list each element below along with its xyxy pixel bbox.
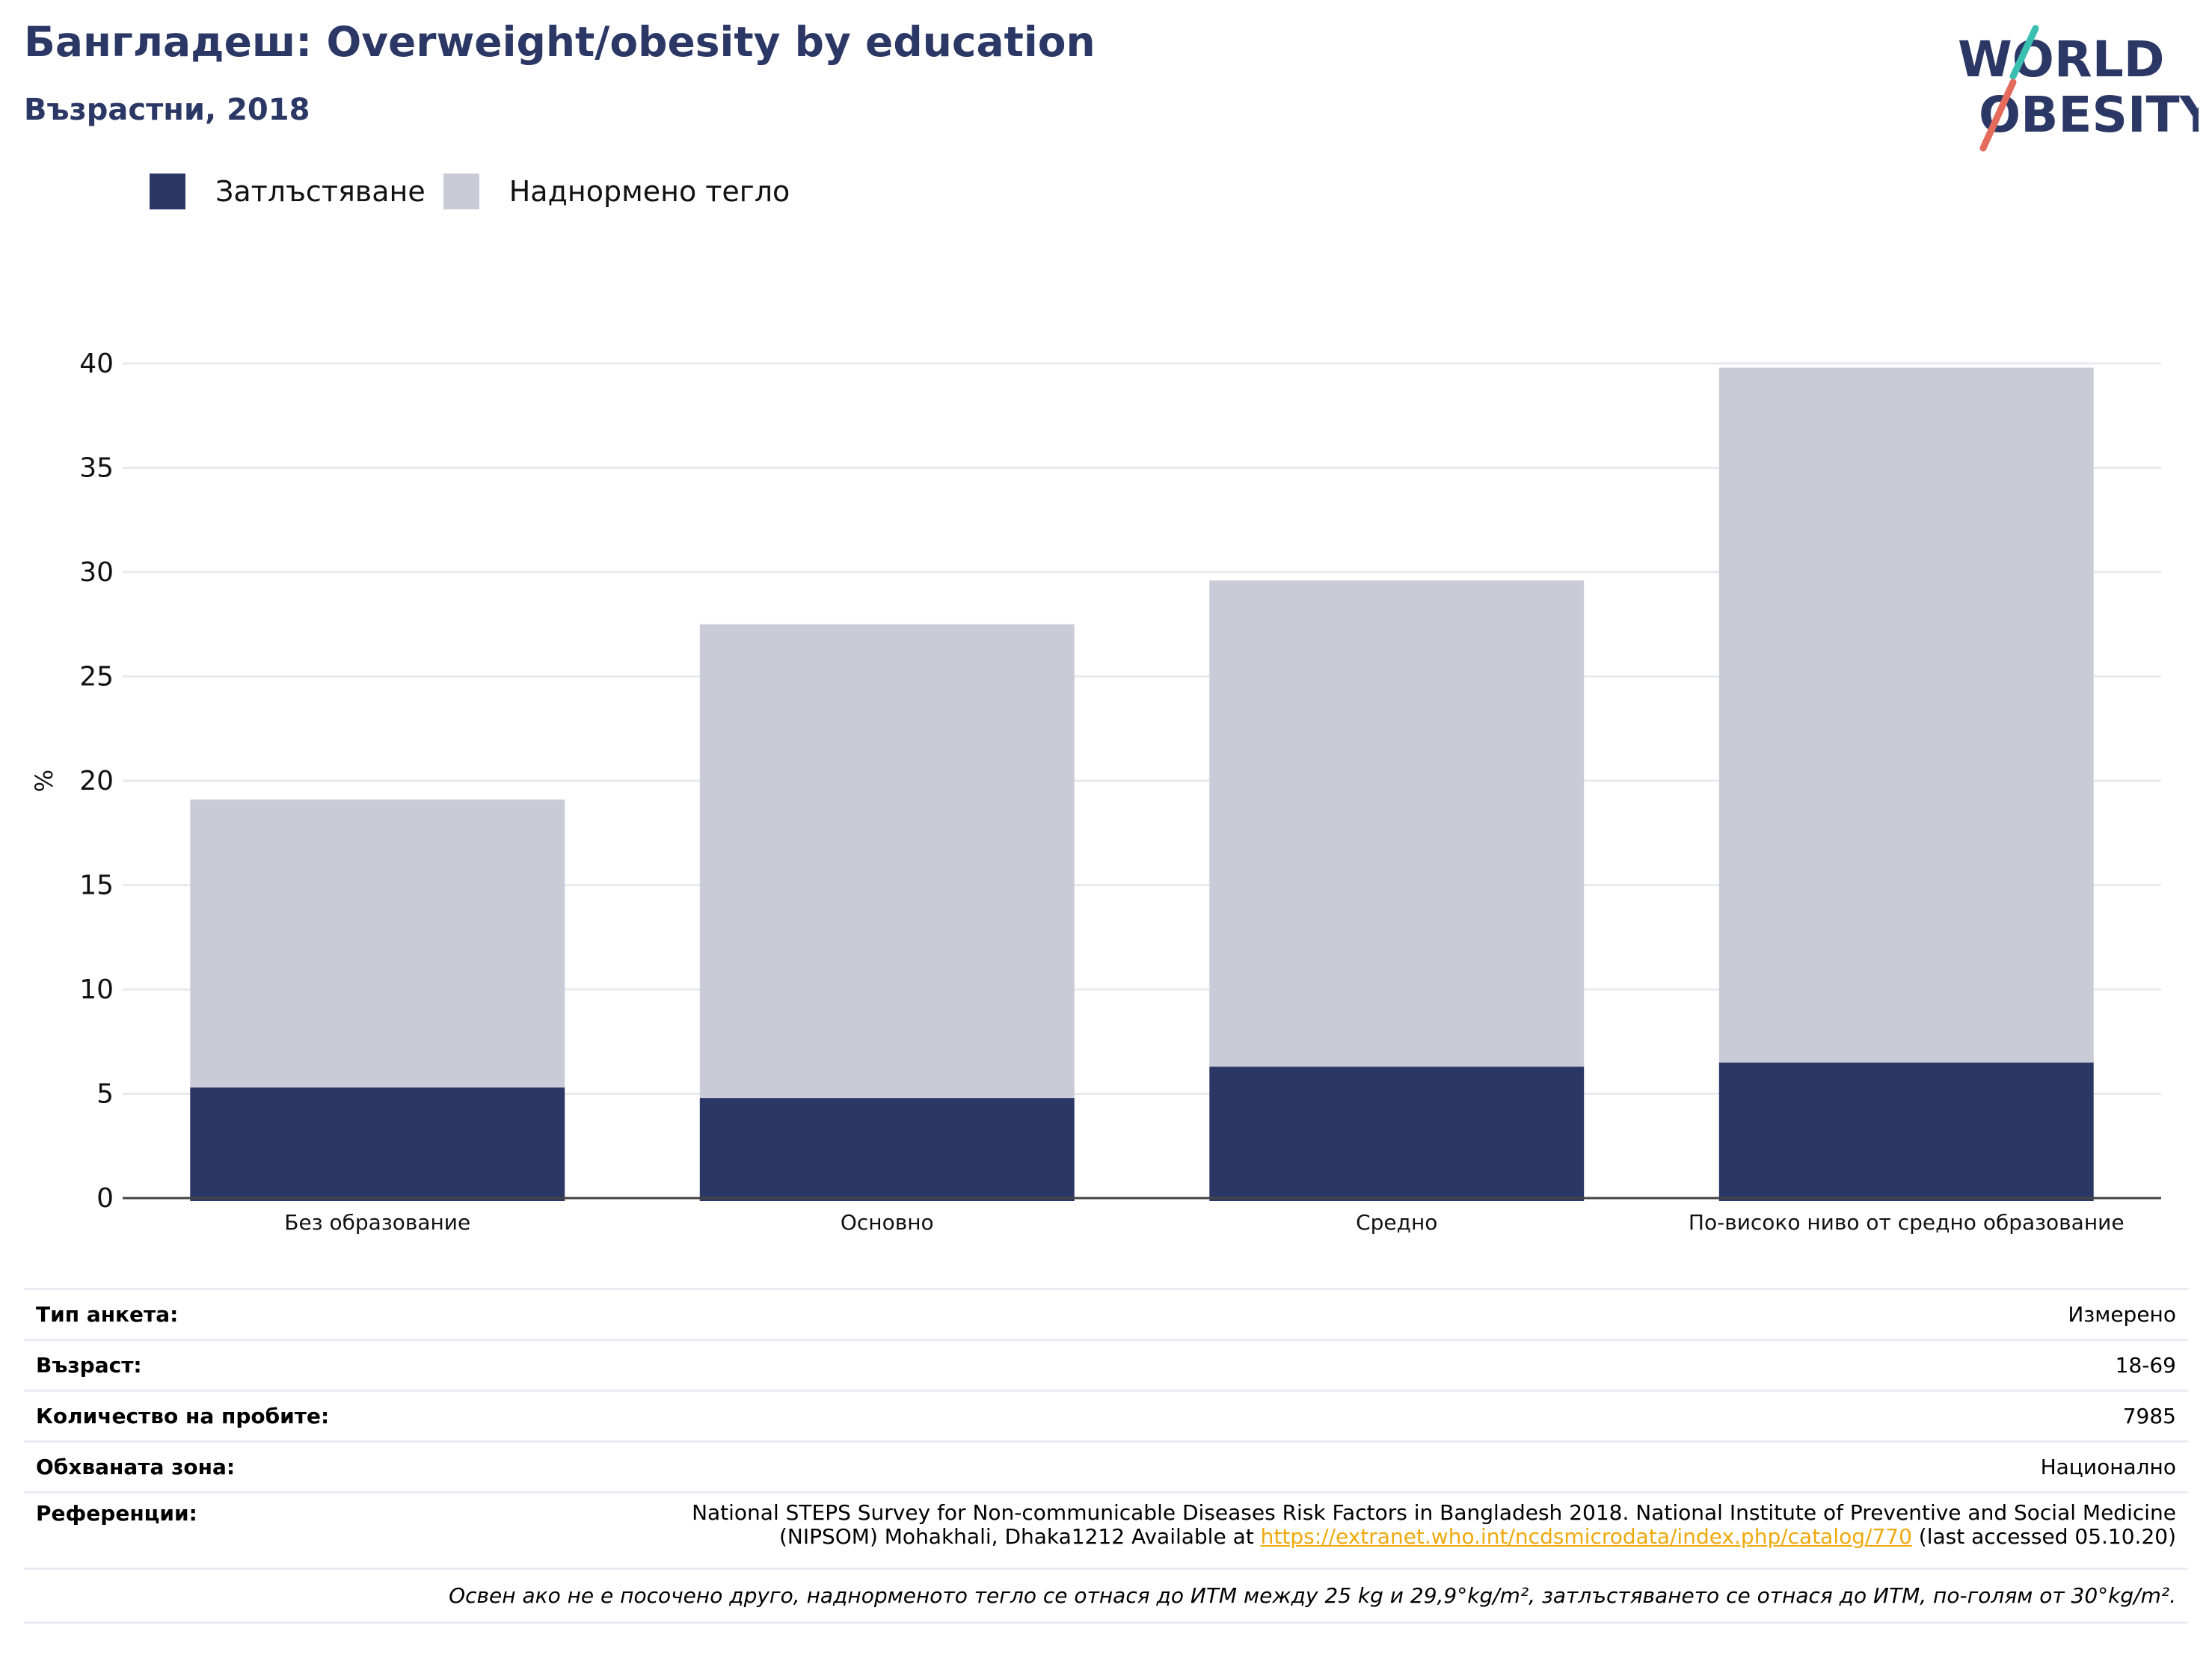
legend-swatch-obesity [150,174,185,209]
meta-value-sample-size: 7985 [2122,1404,2176,1428]
y-tick-label-0: 0 [96,1183,114,1214]
meta-value-references: National STEPS Survey for Non-communicab… [456,1501,2176,1549]
y-tick-label-40: 40 [79,349,114,379]
bar-overweight-0 [190,799,565,1088]
meta-row-sample-size: Количество на пробите: 7985 [24,1392,2188,1443]
reference-line-1: National STEPS Survey for Non-communicab… [692,1500,2176,1525]
definition-note-text: Освен ако не е посочено друго, наднормен… [449,1583,2176,1608]
bar-overweight-3 [1718,367,2094,1063]
meta-key-age: Възраст: [36,1353,142,1378]
meta-key-survey-type: Тип анкета: [36,1302,179,1327]
bar-obesity-3 [1718,1062,2094,1201]
survey-metadata-table: Тип анкета: Измерено Възраст: 18-69 Коли… [24,1288,2188,1624]
legend-item-overweight: Наднормено тегло [443,174,790,209]
bar-overweight-1 [699,624,1075,1099]
meta-key-sample-size: Количество на пробите: [36,1404,330,1428]
chart-legend: Затлъстяване Наднормено тегло [150,172,808,211]
chart-subtitle: Възрастни, 2018 [24,93,310,127]
meta-value-age: 18-69 [2115,1353,2176,1378]
x-category-label-2: Средно [1356,1210,1437,1235]
x-category-label-3: По-високо ниво от средно образование [1689,1210,2125,1235]
legend-label-obesity: Затлъстяване [215,175,425,208]
legend-swatch-overweight [443,174,479,209]
meta-value-survey-type: Измерено [2068,1302,2176,1327]
y-tick-label-35: 35 [79,453,114,484]
y-tick-label-10: 10 [79,974,114,1005]
chart-title: Бангладеш: Overweight/obesity by educati… [24,18,1096,66]
x-category-label-0: Без образование [284,1210,470,1235]
legend-item-obesity: Затлъстяване [150,174,425,209]
meta-key-area: Обхваната зона: [36,1455,236,1479]
y-tick-label-5: 5 [96,1079,114,1110]
bar-overweight-2 [1209,580,1585,1067]
bar-obesity-2 [1209,1066,1585,1201]
meta-value-area: Национално [2040,1455,2176,1479]
meta-row-age: Възраст: 18-69 [24,1341,2188,1392]
meta-row-survey-type: Тип анкета: Измерено [24,1290,2188,1341]
reference-line-2: (NIPSOM) Mohakhali, Dhaka1212 Available … [456,1525,2176,1549]
definition-note: Освен ако не е посочено друго, наднормен… [24,1570,2188,1624]
legend-label-overweight: Наднормено тегло [509,175,790,208]
y-tick-label-30: 30 [79,557,114,588]
meta-row-references: Референции: National STEPS Survey for No… [24,1494,2188,1570]
x-category-label-1: Основно [841,1210,934,1235]
logo-word-world: WORLD [1958,31,2165,88]
y-tick-label-20: 20 [79,766,114,796]
y-axis-title: % [30,770,58,792]
reference-text-pre: (NIPSOM) Mohakhali, Dhaka1212 Available … [778,1524,1261,1549]
logo-word-obesity: OBESITY [1979,86,2199,144]
bar-obesity-0 [190,1087,565,1201]
meta-key-references: Референции: [36,1501,197,1526]
stacked-bar-chart: 0 5 10 15 20 25 30 35 40% Без образование Основно С… [30,349,2161,1235]
reference-text-post: (last accessed 05.10.20) [1911,1524,2176,1549]
y-tick-label-15: 15 [79,871,114,901]
bar-obesity-1 [699,1098,1075,1201]
y-tick-label-25: 25 [79,662,114,693]
reference-link[interactable]: https://extranet.who.int/ncdsmicrodata/i… [1260,1524,1912,1549]
world-obesity-logo: WORLD OBESITY [1958,25,2199,152]
meta-row-area: Обхваната зона: Национално [24,1443,2188,1494]
